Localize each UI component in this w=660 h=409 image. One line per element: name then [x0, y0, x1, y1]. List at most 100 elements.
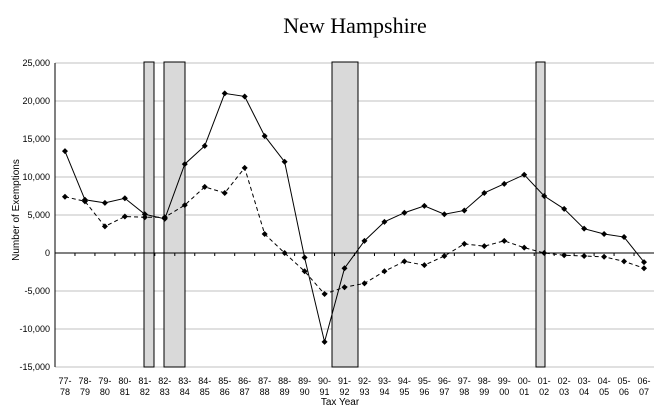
- y-tick-label: 5,000: [27, 210, 50, 220]
- x-tick-label: 88-89: [278, 376, 291, 397]
- data-point: [481, 243, 488, 250]
- x-tick-label: 96-97: [438, 376, 451, 397]
- data-point: [281, 250, 288, 256]
- data-point: [501, 180, 508, 187]
- data-point: [541, 250, 548, 256]
- x-axis-title: Tax Year: [321, 397, 360, 408]
- x-tick-label: 97-98: [458, 376, 471, 397]
- data-point: [221, 189, 228, 196]
- data-point: [241, 93, 248, 100]
- x-tick-label: 80-81: [118, 376, 131, 397]
- x-tick-label: 01-02: [538, 376, 551, 397]
- y-axis-title: Number of Exemptions: [11, 159, 22, 261]
- data-point: [561, 252, 568, 259]
- data-point: [181, 202, 188, 209]
- data-point: [401, 258, 408, 265]
- data-point: [121, 195, 128, 202]
- y-tick-label: -15,000: [19, 362, 50, 372]
- x-tick-label: 04-05: [598, 376, 611, 397]
- data-point: [61, 193, 68, 200]
- y-tick-label: 15,000: [22, 134, 50, 144]
- data-point: [341, 284, 348, 291]
- y-tick-label: -5,000: [24, 286, 50, 296]
- data-point: [581, 253, 588, 260]
- data-point: [341, 265, 348, 272]
- series-line: [64, 92, 645, 343]
- x-tick-label: 98-99: [478, 376, 491, 397]
- data-point: [141, 211, 148, 218]
- data-point: [581, 225, 588, 232]
- data-point: [201, 142, 208, 149]
- x-tick-label: 03-04: [578, 376, 591, 397]
- data-point: [321, 291, 328, 298]
- data-point: [381, 218, 388, 225]
- x-tick-label: 89-90: [298, 376, 311, 397]
- x-tick-label: 78-79: [78, 376, 91, 397]
- x-tick-label: 90-91: [318, 376, 331, 397]
- data-point: [561, 205, 568, 212]
- data-point: [321, 338, 328, 345]
- x-tick-label: 86-87: [238, 376, 251, 397]
- data-point: [361, 280, 368, 287]
- x-tick-label: 94-95: [398, 376, 411, 397]
- data-point: [521, 171, 528, 178]
- data-point: [301, 268, 308, 275]
- x-tick-label: 00-01: [518, 376, 531, 397]
- data-point: [401, 209, 408, 216]
- x-tick-label: 95-96: [418, 376, 431, 397]
- data-point: [301, 254, 308, 261]
- x-tick-label: 91-92: [338, 376, 351, 397]
- data-point: [261, 231, 268, 237]
- shaded-period: [163, 61, 186, 368]
- x-tick-label: 85-86: [218, 376, 231, 397]
- data-point: [181, 161, 188, 168]
- data-point: [201, 183, 208, 190]
- x-tick-label: 87-88: [258, 376, 271, 397]
- y-tick-label: 20,000: [22, 96, 50, 106]
- data-point: [61, 148, 68, 155]
- y-tick-label: 10,000: [22, 172, 50, 182]
- x-tick-label: 06-07: [638, 376, 651, 397]
- x-tick-label: 77-78: [58, 376, 71, 397]
- data-point: [241, 164, 248, 171]
- y-tick-label: -10,000: [19, 324, 50, 334]
- data-point: [441, 211, 448, 218]
- data-point: [81, 198, 88, 205]
- data-point: [461, 207, 468, 214]
- x-tick-label: 05-06: [618, 376, 631, 397]
- data-point: [441, 253, 448, 260]
- shaded-period: [331, 61, 359, 368]
- x-tick-label: 02-03: [558, 376, 571, 397]
- x-tick-label: 83-84: [178, 376, 191, 397]
- x-tick-label: 99-00: [498, 376, 511, 397]
- data-point: [501, 237, 508, 244]
- data-point: [101, 199, 108, 206]
- x-tick-label: 82-83: [158, 376, 171, 397]
- x-tick-label: 93-94: [378, 376, 391, 397]
- data-point: [621, 234, 628, 241]
- data-point: [621, 258, 628, 265]
- data-point: [541, 193, 548, 199]
- data-point: [601, 253, 608, 260]
- data-point: [421, 262, 428, 269]
- y-tick-label: 0: [45, 248, 50, 258]
- data-point: [161, 214, 168, 221]
- chart-title: New Hampshire: [283, 13, 427, 38]
- data-point: [641, 259, 648, 266]
- data-point: [221, 90, 228, 97]
- data-point: [361, 237, 368, 244]
- x-tick-label: 92-93: [358, 376, 371, 397]
- data-point: [381, 268, 388, 275]
- data-point: [101, 223, 108, 230]
- shaded-period: [535, 61, 546, 368]
- data-point: [481, 189, 488, 196]
- data-point: [601, 231, 608, 237]
- series-line: [64, 166, 645, 295]
- data-point: [421, 202, 428, 209]
- x-tick-label: 84-85: [198, 376, 211, 397]
- data-point: [641, 265, 648, 272]
- data-point: [281, 158, 288, 165]
- data-point: [461, 240, 468, 247]
- y-tick-label: 25,000: [22, 58, 50, 68]
